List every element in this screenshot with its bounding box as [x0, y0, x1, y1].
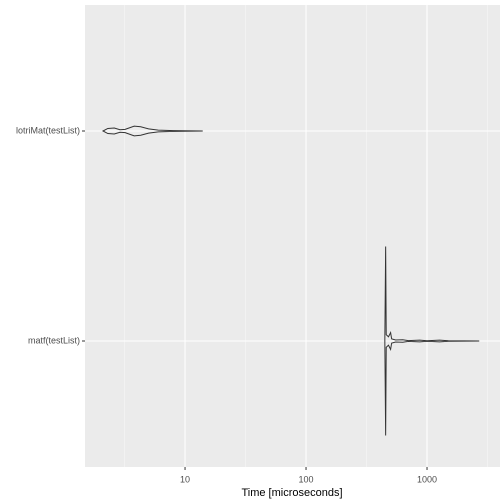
- violin: [384, 246, 480, 436]
- y-tick-label: lotriMat(testList): [16, 125, 80, 135]
- x-tick-label: 1000: [417, 474, 437, 484]
- x-axis-title: Time [microseconds]: [241, 487, 342, 499]
- y-tick-label: matf(testList): [28, 335, 80, 345]
- x-tick-label: 10: [180, 474, 190, 484]
- panel: [85, 5, 500, 467]
- x-tick-label: 100: [299, 474, 314, 484]
- violin: [101, 125, 203, 137]
